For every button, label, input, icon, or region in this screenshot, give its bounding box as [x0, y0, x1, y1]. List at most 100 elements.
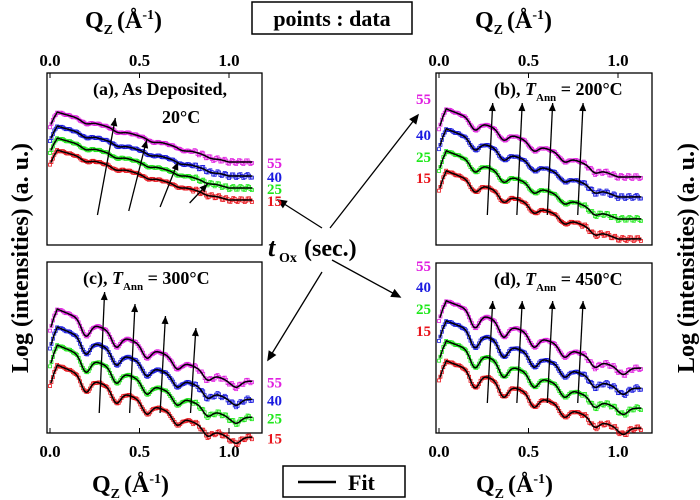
series-label: 55: [416, 92, 431, 108]
center-label: t Ox (sec.): [268, 233, 357, 266]
series-label: 55: [416, 259, 431, 275]
data-point: [437, 188, 441, 193]
data-point: [48, 139, 52, 144]
data-point: [437, 378, 441, 383]
data-point: [437, 358, 441, 363]
x-axis-title: QZ (Å-1): [92, 472, 169, 500]
legend-points-label: points : data: [273, 6, 390, 31]
series-25: 25: [48, 343, 282, 428]
series-label: 15: [267, 432, 282, 448]
series-40: 40: [416, 280, 643, 398]
x-tick-label: 1.0: [607, 442, 628, 461]
series-15: 15: [48, 362, 282, 448]
fit-line: [439, 339, 642, 416]
x-tick-label: 0.5: [129, 442, 150, 461]
series-label: 55: [267, 376, 282, 392]
arrow-to-panel-b: [329, 113, 419, 229]
data-point: [48, 328, 52, 333]
fit-line: [439, 299, 642, 376]
series-label: 15: [267, 194, 282, 210]
data-point: [48, 346, 52, 351]
data-point: [48, 384, 52, 388]
series-15: 15: [416, 168, 643, 243]
fit-line: [50, 343, 253, 425]
fit-line: [50, 149, 253, 201]
series-40: 40: [48, 124, 282, 186]
panel-d: 0.0 0.5 1.0 (d), TAnn = 450°C 15 25 40 55: [416, 259, 653, 461]
x-tick-label: 0.0: [428, 442, 449, 461]
x-tick-label: 1.0: [607, 51, 628, 70]
fit-line: [439, 107, 642, 178]
x-axis-title: QZ (Å-1): [475, 8, 552, 38]
x-tick-label: 0.5: [518, 442, 539, 461]
x-tick-label: 0.5: [518, 51, 539, 70]
series-label: 15: [416, 171, 431, 187]
fit-line: [439, 359, 642, 436]
series-15: 15: [416, 324, 643, 437]
trend-arrow: [98, 291, 108, 414]
trend-arrow: [159, 315, 169, 414]
fit-line: [50, 111, 253, 163]
fit-line: [50, 363, 253, 445]
panel-frame: [435, 262, 653, 434]
trend-arrow: [129, 303, 139, 414]
arrow-to-panel-d: [331, 259, 402, 298]
panel-frame: [46, 261, 263, 434]
data-point: [48, 364, 52, 369]
panel-title: (a), As Deposited,: [93, 79, 227, 100]
series-label: 40: [267, 394, 282, 410]
x-axis-title: QZ (Å-1): [85, 8, 162, 38]
panel-frame: [46, 72, 263, 246]
fit-line: [439, 319, 642, 396]
series-label: 25: [267, 412, 282, 428]
panel-title: (d), TAnn = 450°C: [494, 269, 623, 294]
panel-b: 0.0 0.5 1.0 (b), TAnn = 200°C 15 25 40 55: [416, 51, 653, 246]
panel-c: 0.0 0.5 1.0 (c), TAnn = 300°C 15 25 40 55: [39, 261, 282, 461]
series-label: 25: [267, 182, 282, 198]
data-point: [437, 127, 441, 132]
trend-arrow: [159, 161, 179, 208]
series-55: 55: [48, 307, 282, 392]
legend-fit-box: Fit: [282, 465, 406, 498]
series-25: 25: [416, 149, 643, 223]
fit-line: [439, 127, 642, 198]
x-axis-title: QZ (Å-1): [476, 472, 553, 500]
fit-line: [50, 325, 253, 407]
y-axis-title-right: Log (intensities) (a. u.): [674, 143, 700, 373]
arrow-to-panel-a: [276, 199, 323, 229]
series-label: 25: [416, 150, 431, 166]
series-55: 55: [416, 259, 643, 378]
panel-title: (b), TAnn = 200°C: [494, 79, 623, 104]
t-sub-label: Ox: [279, 251, 297, 266]
series-label: 40: [267, 170, 282, 186]
data-point: [437, 319, 441, 323]
series-55: 55: [48, 110, 282, 172]
fit-line: [50, 307, 253, 389]
trend-arrow: [96, 117, 118, 216]
series-label: 15: [416, 324, 431, 340]
y-axis-title-left: Log (intensities) (a. u.): [8, 143, 34, 373]
x-tick-label: 0.0: [428, 51, 449, 70]
series-25: 25: [416, 302, 643, 418]
legend-points-box: points : data: [251, 1, 413, 35]
series-label: 40: [416, 280, 431, 296]
legend-fit-label: Fit: [348, 470, 376, 495]
series-label: 55: [267, 156, 282, 172]
trend-arrow: [516, 300, 526, 404]
series-label: 40: [416, 128, 431, 144]
series-label: 25: [416, 302, 431, 318]
t-label: t: [268, 233, 276, 262]
fit-line: [50, 137, 253, 189]
data-point: [437, 338, 441, 343]
fit-line: [50, 125, 253, 177]
trend-arrow: [486, 102, 496, 216]
trend-arrow: [546, 102, 556, 216]
arrow-to-panel-c: [267, 271, 323, 362]
sec-label: (sec.): [304, 236, 357, 262]
x-tick-label: 0.0: [39, 51, 60, 70]
trend-arrow: [486, 300, 496, 404]
trend-arrow: [128, 139, 149, 212]
fit-line: [439, 169, 642, 240]
